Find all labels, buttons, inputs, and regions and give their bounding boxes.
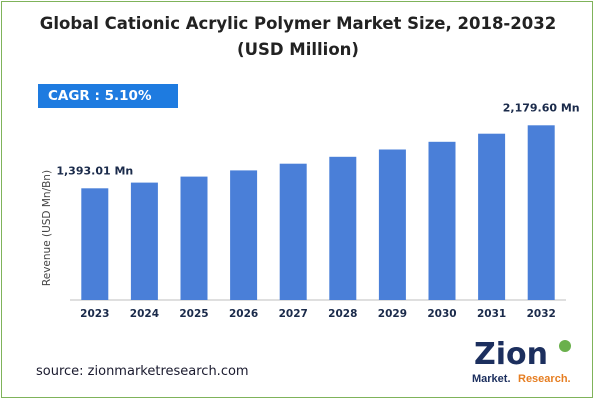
logo-sub-right: Research. [518, 373, 571, 385]
x-tick-labels: 2023 2024 2025 2026 2027 2028 2029 2030 2031 2032 [80, 308, 556, 320]
logo-dot-icon [559, 340, 571, 352]
x-tick-label-2028: 2028 [328, 308, 357, 320]
bar-2029 [378, 149, 406, 300]
bar-2028 [329, 156, 357, 300]
logo-brand: Zion [474, 337, 548, 372]
x-tick-label-2026: 2026 [229, 308, 258, 320]
data-labels: 1,393.01 Mn 2,179.60 Mn [56, 101, 579, 177]
cagr-value: 5.10% [104, 88, 152, 104]
chart-subtitle: (USD Million) [237, 40, 359, 59]
x-tick-label-2029: 2029 [378, 308, 407, 320]
zion-logo: Zion Market. Research. [472, 337, 571, 385]
chart-title: Global Cationic Acrylic Polymer Market S… [39, 14, 557, 33]
bar-2025 [180, 176, 208, 300]
x-tick-label-2032: 2032 [527, 308, 556, 320]
bar-2031 [478, 133, 506, 300]
x-tick-label-2030: 2030 [427, 308, 456, 320]
x-tick-label-2027: 2027 [279, 308, 308, 320]
x-tick-label-2025: 2025 [179, 308, 208, 320]
cagr-badge: CAGR : 5.10% [38, 84, 178, 108]
logo-sub-left: Market. [472, 373, 511, 385]
x-tick-label-2031: 2031 [477, 308, 506, 320]
y-axis-label: Revenue (USD Mn/Bn) [41, 170, 53, 286]
cagr-label: CAGR : [48, 88, 100, 104]
data-label-2023: 1,393.01 Mn [56, 164, 133, 177]
bar-2024 [130, 182, 158, 300]
source-note: source: zionmarketresearch.com [36, 364, 249, 379]
bar-2032 [527, 125, 555, 300]
data-label-2032: 2,179.60 Mn [503, 101, 580, 114]
x-tick-label-2024: 2024 [130, 308, 159, 320]
bar-2023 [81, 188, 109, 300]
x-tick-label-2023: 2023 [80, 308, 109, 320]
bars-group [81, 125, 555, 300]
bar-2027 [279, 163, 307, 300]
bar-2030 [428, 141, 456, 300]
bar-2026 [230, 170, 258, 300]
